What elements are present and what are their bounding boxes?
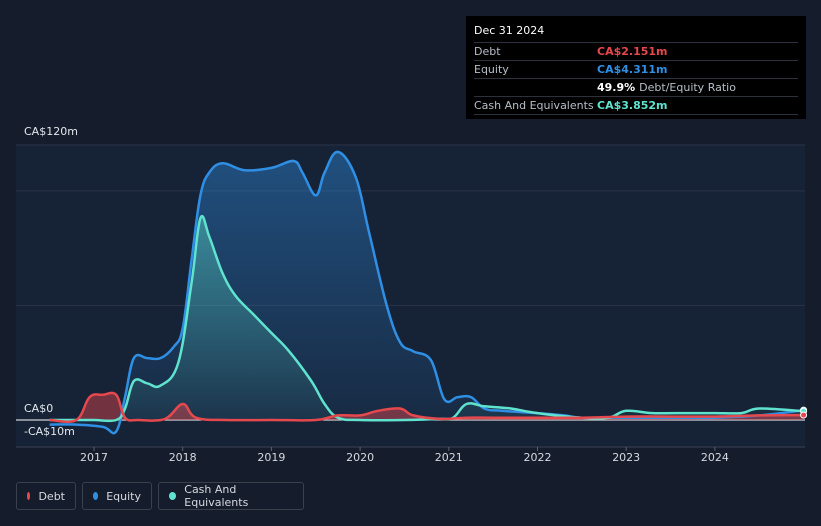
x-tick-label-2023: 2023 xyxy=(612,451,640,464)
x-tick-label-2022: 2022 xyxy=(524,451,552,464)
tooltip-cash-value: CA$3.852m xyxy=(597,99,668,112)
debt-end-point xyxy=(800,411,808,419)
tooltip-ratio-value: 49.9% xyxy=(597,81,636,94)
tooltip-row-ratio: 49.9% Debt/Equity Ratio xyxy=(474,78,798,96)
legend-cash-label: Cash And Equivalents xyxy=(184,483,249,509)
legend-equity-label: Equity xyxy=(106,489,141,503)
x-tick-label-2019: 2019 xyxy=(257,451,285,464)
tooltip-cash-label: Cash And Equivalents xyxy=(474,99,594,112)
tooltip-equity-value: CA$4.311m xyxy=(597,63,668,76)
cash-and-equivalents-line xyxy=(49,215,804,423)
tooltip-ratio-label: Debt/Equity Ratio xyxy=(639,81,736,94)
x-tick-label-2018: 2018 xyxy=(169,451,197,464)
tooltip-row-equity: Equity CA$4.311m xyxy=(474,60,798,78)
tooltip-equity-label: Equity xyxy=(474,63,509,76)
tooltip-debt-label: Debt xyxy=(474,45,501,58)
legend-item-cash[interactable]: Cash And Equivalents xyxy=(158,482,304,510)
y-axis-zero-label: CA$0 xyxy=(24,402,54,415)
tooltip-row-cash: Cash And Equivalents CA$3.852m xyxy=(474,96,798,115)
equity-legend-dot-icon xyxy=(93,492,99,500)
y-axis-max-label: CA$120m xyxy=(24,125,78,138)
chart-lines xyxy=(49,150,808,435)
debt-line xyxy=(49,391,804,424)
x-axis-ticks: 2017 2018 2019 2020 2021 2022 2023 2024 xyxy=(80,447,729,464)
legend-item-equity[interactable]: Equity xyxy=(82,482,152,510)
tooltip-date: Dec 31 2024 xyxy=(474,24,545,37)
legend-debt-label: Debt xyxy=(38,489,65,503)
data-tooltip: Dec 31 2024 Debt CA$2.151m Equity CA$4.3… xyxy=(466,16,806,119)
legend-item-debt[interactable]: Debt xyxy=(16,482,76,510)
x-tick-label-2017: 2017 xyxy=(80,451,108,464)
tooltip-row-debt: Debt CA$2.151m xyxy=(474,42,798,60)
x-tick-label-2024: 2024 xyxy=(701,451,729,464)
cash-legend-dot-icon xyxy=(169,492,177,500)
debt-legend-dot-icon xyxy=(27,492,31,500)
y-axis-min-label: -CA$10m xyxy=(24,425,75,438)
tooltip-debt-value: CA$2.151m xyxy=(597,45,668,58)
x-tick-label-2020: 2020 xyxy=(346,451,374,464)
x-tick-label-2021: 2021 xyxy=(435,451,463,464)
cash-and-equivalents-area xyxy=(49,216,804,421)
